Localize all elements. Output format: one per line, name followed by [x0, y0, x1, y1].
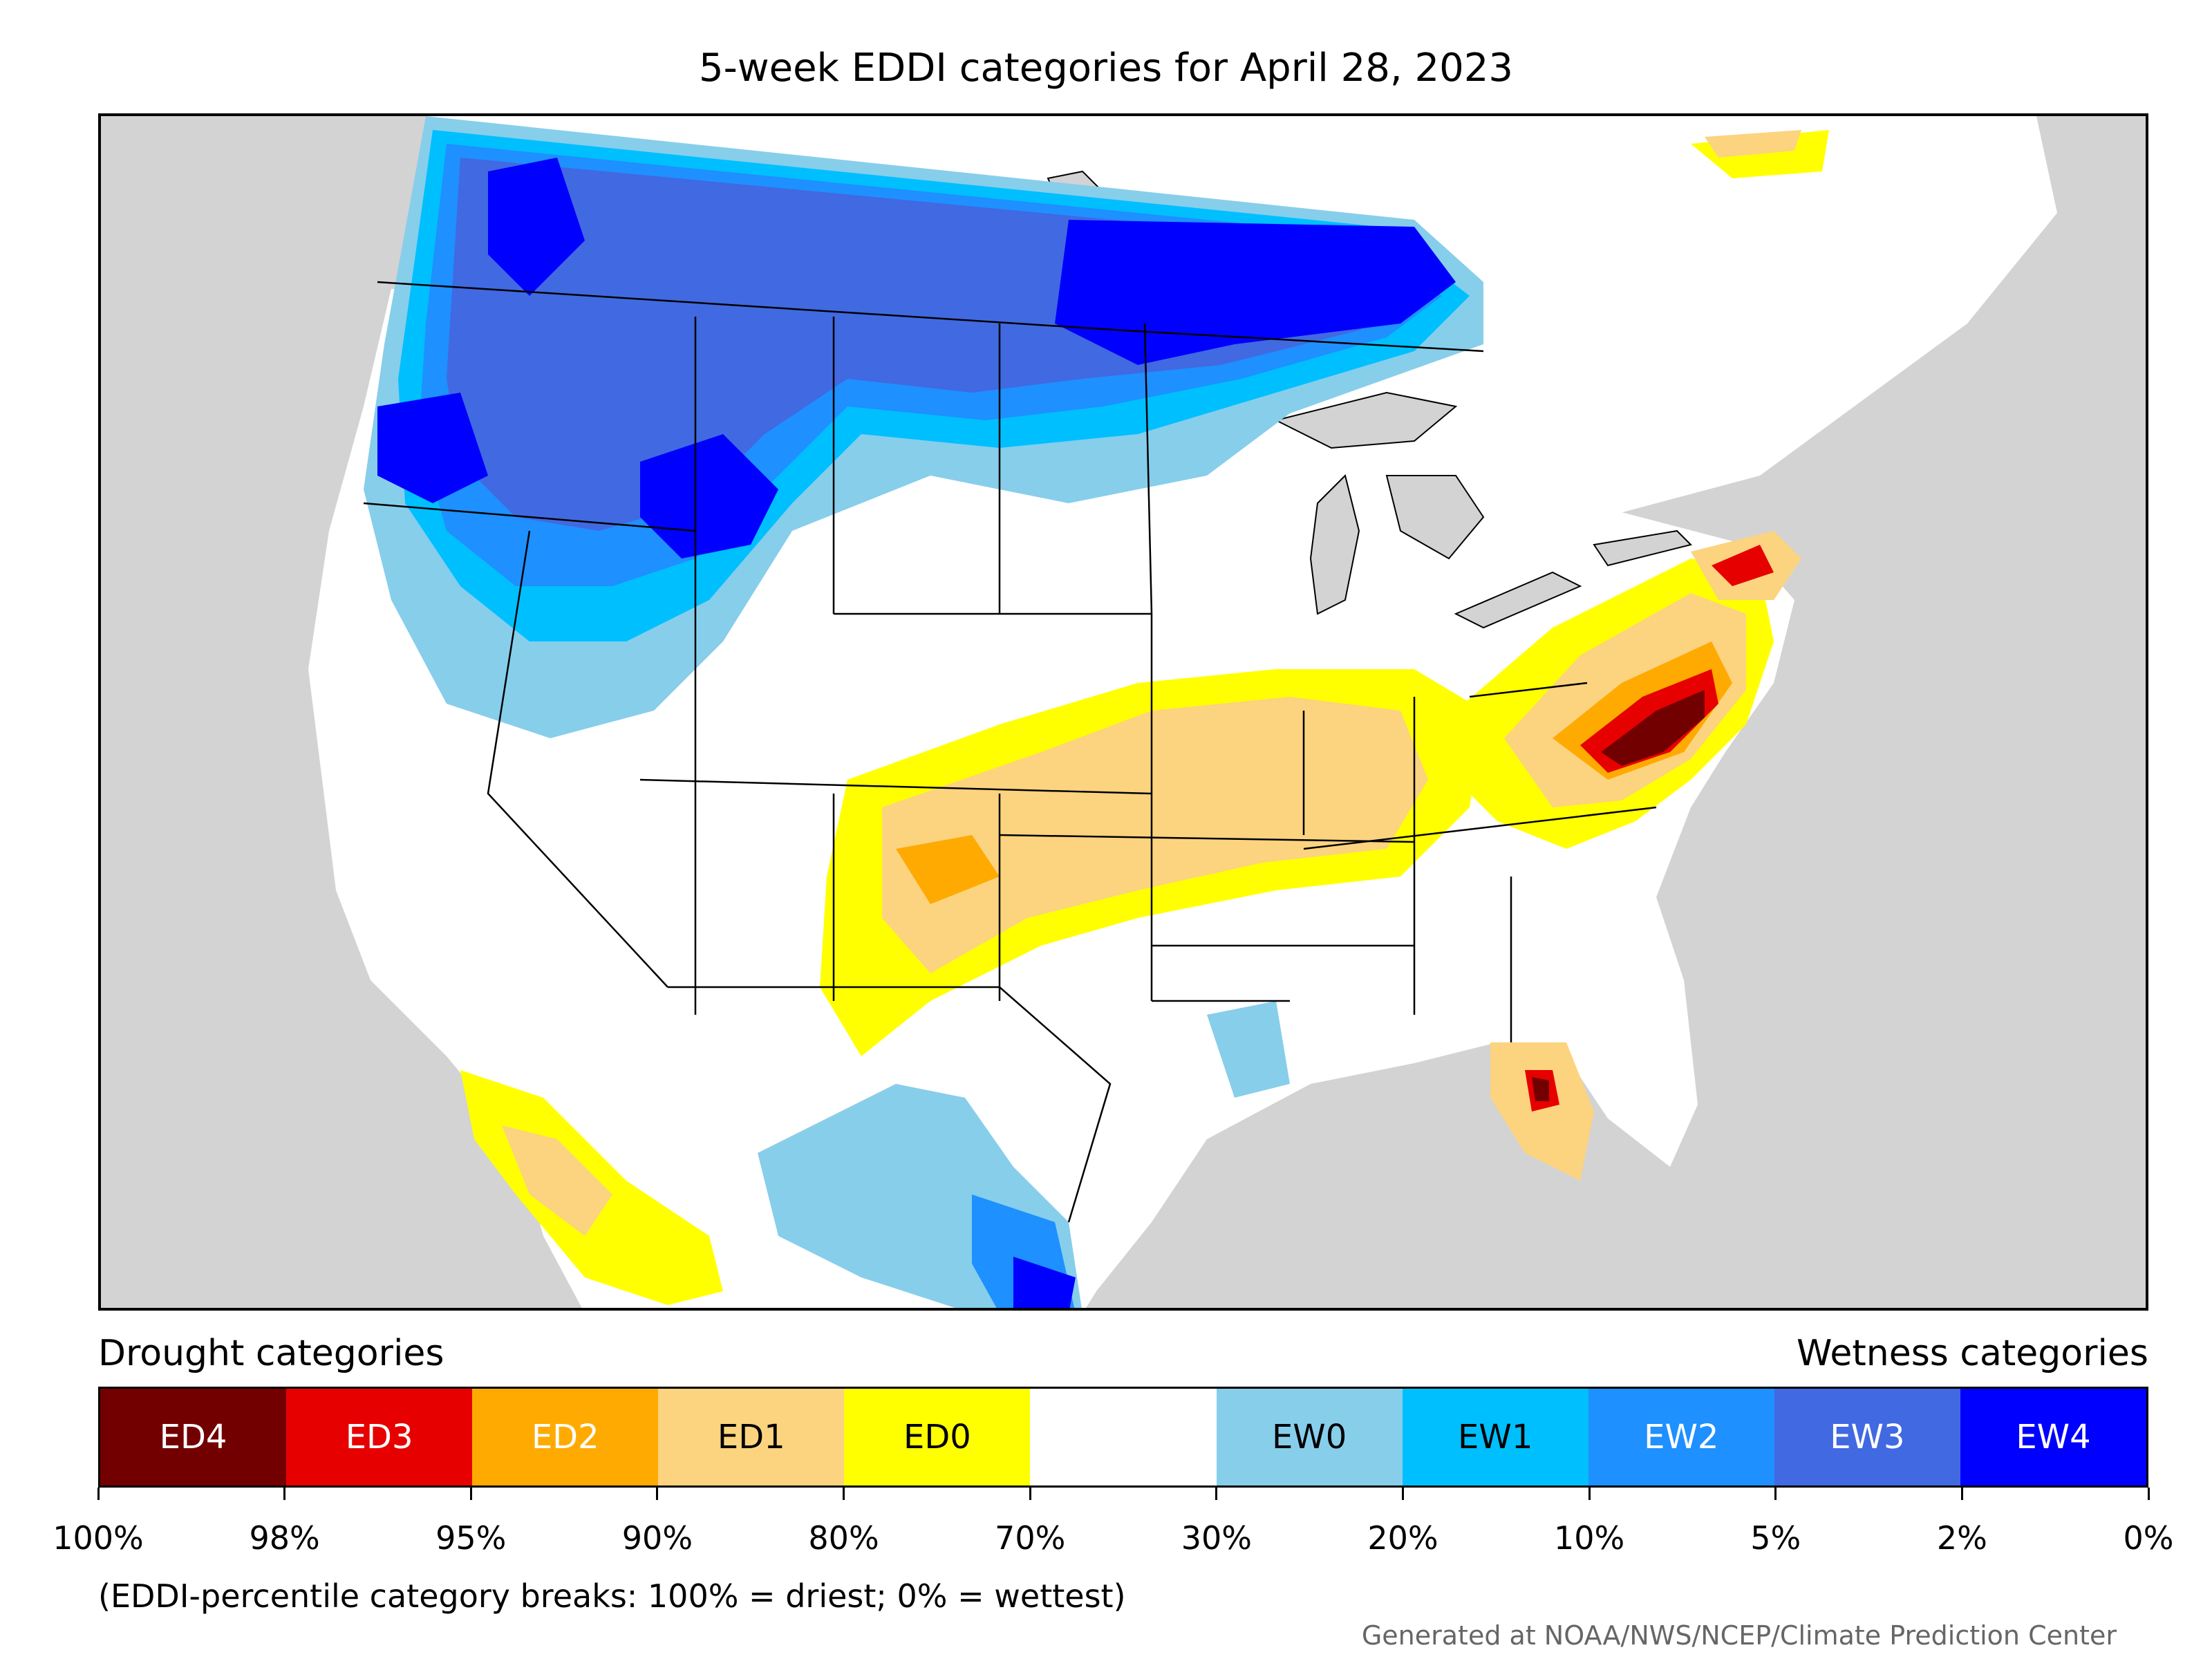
drought-ed4-virginia — [1601, 690, 1705, 766]
colorbar-tick — [1401, 1488, 1404, 1500]
colorbar-segment — [1030, 1389, 1217, 1485]
colorbar-tick — [1774, 1488, 1777, 1500]
colorbar-tick — [283, 1488, 286, 1500]
drought-ed4-florida — [1532, 1077, 1549, 1101]
colorbar-tick-label: 100% — [53, 1519, 144, 1557]
lake-superior — [1274, 391, 1458, 449]
colorbar-tick-label: 80% — [808, 1519, 879, 1557]
colorbar-segment: ED1 — [658, 1389, 845, 1485]
lake-erie — [1454, 571, 1582, 629]
wetness-categories-heading: Wetness categories — [1797, 1333, 2148, 1374]
colorbar-segment: EW3 — [1774, 1389, 1960, 1485]
wet-ew4-pnw — [488, 158, 585, 296]
drought-ed1-mexico — [502, 1125, 612, 1236]
map-canvas — [101, 116, 2146, 1308]
drought-ed1-central — [882, 697, 1428, 973]
colorbar-ticks — [97, 1488, 2150, 1501]
colorbar-tick-label: 20% — [1367, 1519, 1438, 1557]
drought-ed1-quebec — [1705, 130, 1801, 158]
colorbar-tick-label: 90% — [621, 1519, 693, 1557]
colorbar-tick — [1960, 1488, 1963, 1500]
drought-ed2-oklahoma — [896, 835, 1000, 904]
wet-ew4-oregon — [377, 393, 488, 503]
wet-ew0-louisiana — [1207, 1001, 1290, 1098]
colorbar-segment: ED2 — [472, 1389, 659, 1485]
colorbar-tick — [656, 1488, 659, 1500]
colorbar-tick — [2147, 1488, 2150, 1500]
lake-ontario — [1593, 529, 1692, 567]
colorbar-tick — [1588, 1488, 1591, 1500]
colorbar-tick-label: 95% — [435, 1519, 507, 1557]
colorbar-segment: EW2 — [1588, 1389, 1774, 1485]
colorbar-tick — [469, 1488, 472, 1500]
boundary-lines — [363, 281, 1657, 1223]
map-title: 5-week EDDI categories for April 28, 202… — [698, 46, 1514, 91]
category-colorbar: ED4 ED3 ED2 ED1 ED0 EW0 EW1 EW2 EW3 EW4 — [98, 1387, 2148, 1488]
colorbar-tick — [1215, 1488, 1218, 1500]
colorbar-tick-label: 10% — [1553, 1519, 1625, 1557]
colorbar-tick — [1029, 1488, 1031, 1500]
colorbar-tick-label: 2% — [1936, 1519, 1987, 1557]
colorbar-tick-label: 98% — [249, 1519, 320, 1557]
colorbar-tick-label: 70% — [995, 1519, 1066, 1557]
percentile-footnote: (EDDI-percentile category breaks: 100% =… — [98, 1577, 1126, 1615]
lake-huron — [1385, 475, 1485, 560]
colorbar-segment: EW1 — [1402, 1389, 1588, 1485]
drought-ed3-newengland — [1712, 545, 1774, 586]
eddi-map — [98, 113, 2148, 1311]
colorbar-tick — [97, 1488, 100, 1500]
lake-michigan — [1309, 474, 1360, 615]
colorbar-tick-label: 5% — [1750, 1519, 1801, 1557]
colorbar-segment: EW4 — [1960, 1389, 2147, 1485]
colorbar-tick-label: 0% — [2123, 1519, 2174, 1557]
colorbar-segment: ED0 — [844, 1389, 1031, 1485]
wet-ew4-texas — [1013, 1257, 1076, 1308]
colorbar-segment: ED4 — [100, 1389, 287, 1485]
wet-ew4-north-plains — [1055, 220, 1456, 365]
drought-ed1-florida — [1490, 1042, 1594, 1181]
colorbar-tick — [843, 1488, 845, 1500]
colorbar-segment: ED3 — [286, 1389, 473, 1485]
credit-line: Generated at NOAA/NWS/NCEP/Climate Predi… — [1361, 1620, 2117, 1651]
colorbar-tick-label: 30% — [1181, 1519, 1252, 1557]
drought-categories-heading: Drought categories — [98, 1333, 444, 1374]
colorbar-segment: EW0 — [1216, 1389, 1403, 1485]
wet-ew4-idaho — [640, 434, 778, 559]
